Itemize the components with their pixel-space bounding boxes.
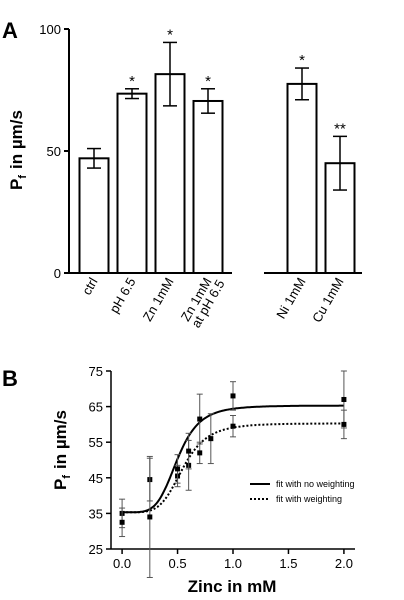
panel-b-plot: 25 35 45 55 65 75 0.0 0.5 1.0 1.5 2.0 fit with no w… [89, 364, 355, 578]
panel-b-ylabel-sub: f [61, 475, 73, 479]
panel-a-label: A [2, 18, 18, 43]
panel-b-xtick-label: 0.0 [113, 556, 131, 571]
panel-a-bar [154, 73, 186, 274]
panel-a-bar [286, 82, 318, 275]
panel-a-ylabel-sub: f [17, 175, 29, 179]
panel-b-fit-curve [122, 422, 344, 514]
panel-b-ytick-label: 25 [89, 542, 103, 557]
panel-b-ylabel-rest: in µm/s [51, 410, 70, 469]
panel-b-ylabel-main: P [51, 479, 70, 490]
panel-a-category-label: Cu 1mM [309, 275, 347, 325]
panel-b-ytick-label: 55 [89, 435, 103, 450]
panel-a-bar [116, 92, 148, 274]
panel-b-label: B [2, 366, 18, 391]
panel-a-category-label: Ni 1mM [273, 275, 308, 321]
panel-a-ylabel-rest: in µm/s [7, 110, 26, 169]
svg-text:Pfin µm/s: Pf in µm/s [51, 410, 73, 490]
panel-a-ytick-label: 50 [47, 144, 61, 159]
panel-b-legend-label: fit with no weighting [276, 479, 355, 489]
panel-a-bar [78, 157, 110, 275]
panel-a-category-label: Zn 1mM [140, 275, 177, 324]
panel-a-ylabel: Pf in µm/s [7, 110, 29, 190]
panel-a-category-label: ctrl [79, 275, 101, 298]
panel-b-data-point [208, 436, 214, 442]
panel-a-significance: * [129, 73, 135, 90]
panel-b-data-point [197, 416, 203, 422]
panel-a-ytick-label: 0 [54, 266, 61, 281]
panel-b-ytick-label: 75 [89, 364, 103, 379]
svg-text:Pfin µm/s: Pf in µm/s [7, 110, 29, 190]
panel-a-ytick-label: 100 [39, 22, 61, 37]
panel-a-significance: * [299, 52, 305, 69]
panel-b-data-point [230, 423, 236, 429]
panel-a-significance: ** [334, 120, 346, 137]
panel-b-xtick-label: 1.0 [224, 556, 242, 571]
panel-a-ylabel-main: P [7, 179, 26, 190]
panel-b-data-point [175, 466, 181, 472]
panel-a-category-label: pH 6.5 [106, 275, 138, 316]
panel-b-ytick-label: 45 [89, 471, 103, 486]
panel-b-data-point [230, 393, 236, 399]
panel-b-xlabel: Zinc in mM [188, 577, 277, 596]
panel-b-data-point [341, 396, 347, 402]
panel-a-bar [192, 99, 224, 275]
panel-a-significance: * [205, 73, 211, 90]
panel-b-ytick-label: 65 [89, 400, 103, 415]
panel-b-data-point [119, 519, 125, 525]
panel-b-xtick-label: 1.5 [279, 556, 297, 571]
panel-b-data-point [186, 448, 192, 454]
panel-b-ylabel: Pf in µm/s [51, 410, 73, 490]
panel-b-legend-label: fit with weighting [276, 494, 342, 504]
panel-b-data-point [197, 450, 203, 456]
panel-b-ytick-label: 35 [89, 506, 103, 521]
panel-b-data-point [147, 514, 153, 520]
panel-b-xtick-label: 2.0 [335, 556, 353, 571]
panel-b-data-point [341, 421, 347, 427]
panel-a-significance: * [167, 26, 173, 43]
panel-b-xtick-label: 0.5 [169, 556, 187, 571]
